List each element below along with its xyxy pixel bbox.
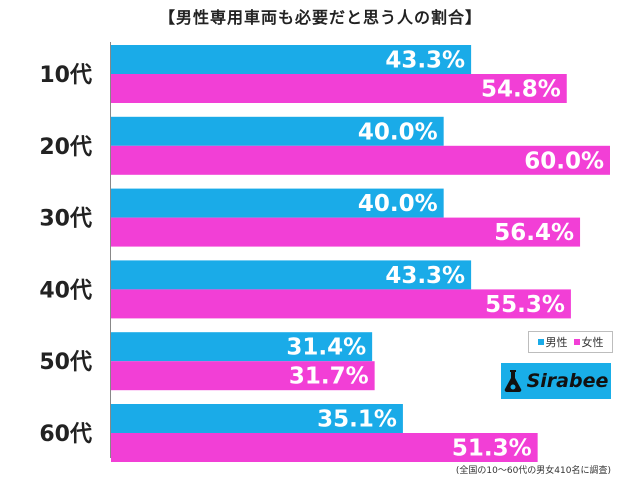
- bar-male: [111, 188, 444, 218]
- data-label-male: 40.0%: [358, 119, 438, 145]
- data-label-male: 31.4%: [286, 335, 366, 361]
- legend-label-male: 男性: [545, 336, 568, 349]
- bars-group: 10代 43.3% 54.8% 20代 40.0% 60.0% 30代 40.0% 56.4% 4…: [39, 45, 610, 462]
- data-label-female: 54.8%: [481, 77, 561, 103]
- category-label: 60代: [39, 422, 92, 447]
- category-label: 40代: [39, 278, 92, 303]
- bar-male: [111, 45, 472, 74]
- legend-label-female: 女性: [581, 336, 604, 349]
- bar-female: [111, 433, 538, 462]
- bar-female: [111, 361, 375, 391]
- bar-male: [111, 404, 403, 433]
- data-label-female: 56.4%: [494, 220, 574, 246]
- category-label: 50代: [39, 350, 92, 375]
- brand-logo: Sirabee: [501, 363, 611, 399]
- bar-female: [111, 145, 610, 175]
- data-label-male: 40.0%: [358, 191, 438, 217]
- bar-male: [111, 260, 472, 290]
- chart-title: 【男性専用車両も必要だと思う人の割合】: [158, 8, 482, 27]
- bar-female: [111, 289, 571, 319]
- legend-item-female: 女性: [573, 334, 604, 350]
- category-label: 10代: [39, 63, 92, 88]
- data-label-male: 43.3%: [385, 48, 465, 74]
- legend-swatch-female: [573, 339, 580, 345]
- bar-male: [111, 116, 444, 146]
- bar-male: [111, 332, 373, 362]
- legend: 男性 女性: [528, 331, 613, 353]
- data-label-male: 35.1%: [317, 407, 397, 433]
- footnote: (全国の10〜60代の男女410名に調査): [455, 466, 611, 476]
- brand-name: Sirabee: [526, 370, 609, 392]
- legend-item-male: 男性: [537, 334, 568, 350]
- flask-icon: [504, 370, 521, 393]
- data-label-female: 55.3%: [485, 292, 565, 318]
- category-label: 30代: [39, 207, 92, 232]
- data-label-male: 43.3%: [385, 263, 465, 289]
- data-label-female: 51.3%: [452, 436, 532, 462]
- bar-female: [111, 74, 567, 103]
- data-label-female: 31.7%: [289, 364, 369, 390]
- data-label-female: 60.0%: [524, 148, 604, 174]
- bar-female: [111, 217, 581, 247]
- legend-swatch-male: [537, 339, 544, 345]
- category-label: 20代: [39, 135, 92, 160]
